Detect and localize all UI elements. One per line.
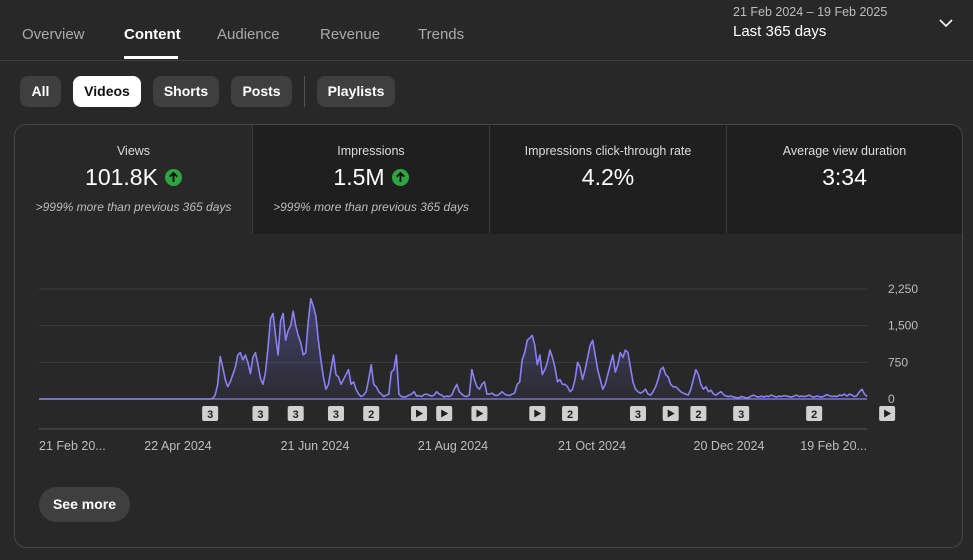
metric-impressions[interactable]: Impressions 1.5M >999% more than previou… xyxy=(253,125,489,234)
tab-content[interactable]: Content xyxy=(124,26,181,43)
metric-views[interactable]: Views 101.8K >999% more than previous 36… xyxy=(15,125,252,234)
views-area xyxy=(39,298,867,399)
upload-marker-count[interactable] xyxy=(562,406,579,421)
filter-videos-chip[interactable]: Videos xyxy=(73,76,141,107)
filter-all-chip[interactable]: All xyxy=(20,76,61,107)
date-range-dates: 21 Feb 2024 – 19 Feb 2025 xyxy=(733,5,888,19)
arrow-up-icon xyxy=(164,169,182,186)
play-icon xyxy=(534,409,542,418)
metric-title: Views xyxy=(116,144,151,158)
metric-ctr[interactable]: Impressions click-through rate 4.2% xyxy=(490,125,726,234)
metric-title: Impressions click-through rate xyxy=(524,144,692,158)
metric-value: 1.5M xyxy=(333,164,385,190)
play-icon xyxy=(476,409,484,418)
metric-comparison: >999% more than previous 365 days xyxy=(35,200,232,214)
filter-shorts-chip[interactable]: Shorts xyxy=(153,76,219,107)
play-icon xyxy=(884,409,892,418)
x-tick-label: 21 Oct 2024 xyxy=(558,439,626,453)
upload-marker-label: 3 xyxy=(257,409,263,421)
metric-avg-view-duration[interactable]: Average view duration 3:34 xyxy=(727,125,962,234)
play-icon xyxy=(441,409,449,418)
x-tick-label: 21 Jun 2024 xyxy=(281,439,350,453)
filter-playlists-chip[interactable]: Playlists xyxy=(317,76,395,107)
play-icon xyxy=(667,409,675,418)
metric-title: Impressions xyxy=(337,144,405,158)
upload-marker-label: 3 xyxy=(333,409,339,421)
upload-marker-label: 2 xyxy=(567,409,573,421)
upload-marker-label: 3 xyxy=(293,409,299,421)
y-tick-label: 750 xyxy=(888,355,908,369)
active-tab-indicator xyxy=(124,56,178,59)
metric-separator xyxy=(726,125,727,234)
upload-marker-count[interactable] xyxy=(733,406,750,421)
upload-marker-count[interactable] xyxy=(287,406,304,421)
arrow-up-icon xyxy=(391,169,409,186)
see-more-button[interactable]: See more xyxy=(39,487,130,522)
top-nav: Overview Content Audience Revenue Trends… xyxy=(0,0,973,61)
date-range-selector[interactable]: 21 Feb 2024 – 19 Feb 2025 Last 365 days xyxy=(733,5,887,40)
play-icon xyxy=(416,409,424,418)
analytics-card: Views 101.8K >999% more than previous 36… xyxy=(14,124,963,548)
x-tick-label: 22 Apr 2024 xyxy=(144,439,211,453)
upload-marker-label: 2 xyxy=(811,409,817,421)
tab-audience[interactable]: Audience xyxy=(217,26,280,43)
chip-divider xyxy=(304,76,305,107)
x-tick-label: 20 Dec 2024 xyxy=(694,439,765,453)
metric-comparison: >999% more than previous 365 days xyxy=(273,200,469,214)
x-tick-label: 21 Feb 20... xyxy=(39,439,106,453)
metric-value: 4.2% xyxy=(581,164,635,190)
x-tick-label: 19 Feb 20... xyxy=(800,439,867,453)
views-series-line[interactable] xyxy=(39,297,868,400)
metric-title: Average view duration xyxy=(782,144,907,158)
upload-marker-count[interactable] xyxy=(252,406,269,421)
upload-marker-label: 2 xyxy=(368,409,374,421)
x-tick-label: 21 Aug 2024 xyxy=(418,439,488,453)
tab-revenue[interactable]: Revenue xyxy=(320,26,381,43)
upload-marker-count[interactable] xyxy=(690,406,707,421)
upload-marker-label: 3 xyxy=(635,409,641,421)
upload-marker-label: 3 xyxy=(207,409,213,421)
metric-value: 101.8K xyxy=(85,164,158,190)
y-tick-label: 0 xyxy=(888,392,895,406)
metric-separator xyxy=(489,125,490,234)
upload-marker-count[interactable] xyxy=(629,406,646,421)
upload-marker-count[interactable] xyxy=(202,406,219,421)
metric-separator xyxy=(252,125,253,234)
tab-trends[interactable]: Trends xyxy=(418,26,465,43)
tab-overview[interactable]: Overview xyxy=(22,26,85,43)
metric-value: 3:34 xyxy=(822,164,867,190)
y-tick-label: 2,250 xyxy=(888,282,918,296)
upload-marker-count[interactable] xyxy=(327,406,344,421)
upload-marker-label: 2 xyxy=(695,409,701,421)
upload-marker-count[interactable] xyxy=(806,406,823,421)
chevron-down-icon[interactable] xyxy=(937,14,955,32)
upload-marker-count[interactable] xyxy=(363,406,380,421)
filter-posts-chip[interactable]: Posts xyxy=(231,76,292,107)
y-tick-label: 1,500 xyxy=(888,319,918,333)
date-range-label: Last 365 days xyxy=(733,23,827,40)
upload-marker-label: 3 xyxy=(738,409,744,421)
